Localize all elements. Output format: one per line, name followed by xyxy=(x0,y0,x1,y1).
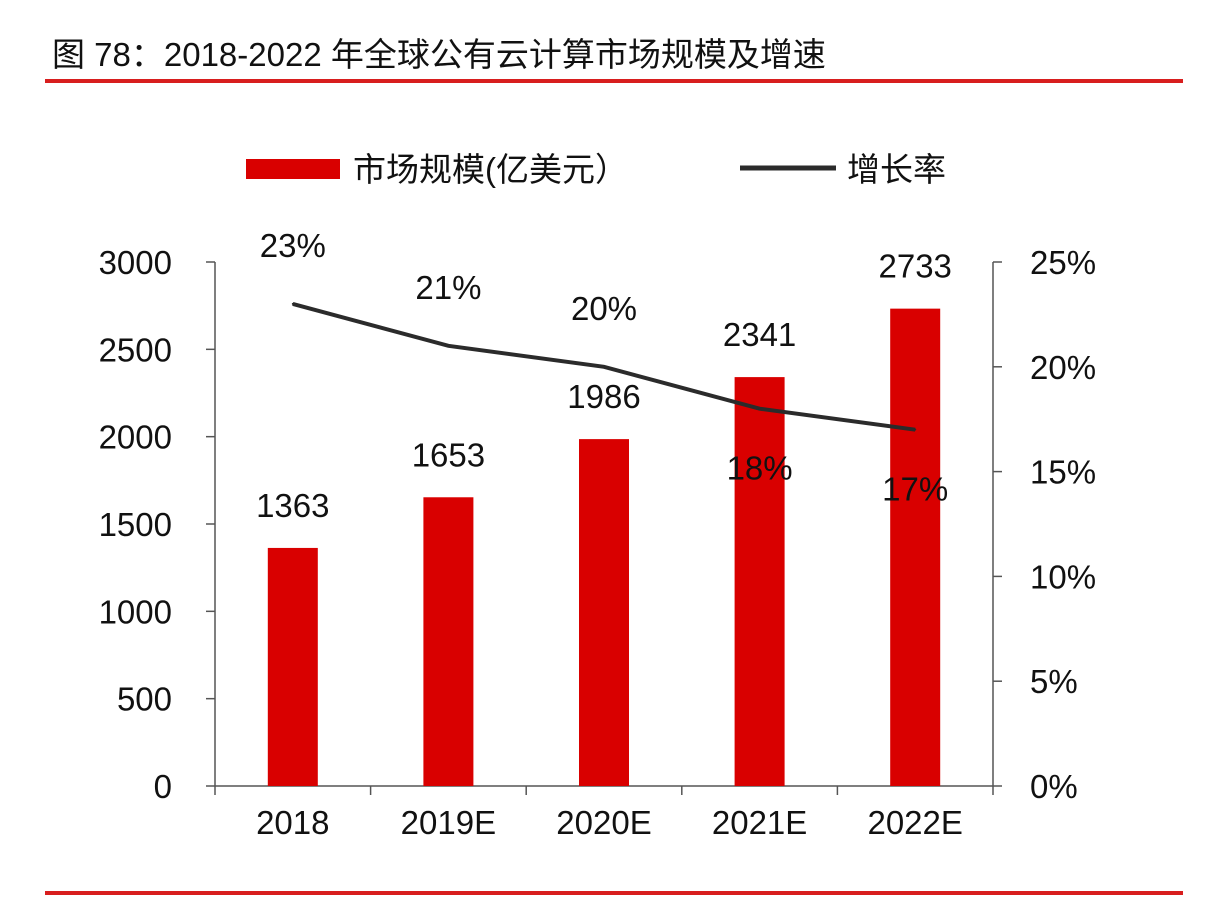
legend-bar-swatch xyxy=(246,159,340,179)
growth-point-2021E xyxy=(758,407,761,410)
bar-2022E xyxy=(890,308,941,786)
x-tick-label: 2022E xyxy=(867,804,962,841)
left-tick-label: 1000 xyxy=(99,593,172,630)
right-tick-label: 20% xyxy=(1030,349,1096,386)
growth-rate-label: 18% xyxy=(727,450,793,487)
legend-bar-label: 市场规模(亿美元） xyxy=(353,151,628,188)
bar-2019E xyxy=(423,497,474,786)
bar-2021E xyxy=(734,377,785,786)
growth-rate-label: 23% xyxy=(260,227,326,264)
growth-point-2018 xyxy=(291,302,294,305)
growth-point-2019E xyxy=(447,344,450,347)
growth-point-2020E xyxy=(603,365,605,368)
left-tick-label: 0 xyxy=(154,768,172,805)
right-tick-label: 5% xyxy=(1030,663,1078,700)
bar-value-label: 1363 xyxy=(256,487,329,524)
x-tick-label: 2021E xyxy=(712,804,807,841)
growth-point-2022E xyxy=(914,428,917,431)
x-tick-label: 2018 xyxy=(256,804,329,841)
left-tick-label: 3000 xyxy=(99,244,172,281)
bar-value-label: 2341 xyxy=(723,316,796,353)
left-tick-label: 1500 xyxy=(99,506,172,543)
right-tick-label: 25% xyxy=(1030,244,1096,281)
title-divider xyxy=(45,79,1183,83)
bar-2020E xyxy=(579,439,629,786)
bar-2018 xyxy=(267,547,318,786)
growth-rate-label: 21% xyxy=(415,269,481,306)
chart-title: 图 78：2018-2022 年全球公有云计算市场规模及增速 xyxy=(52,36,826,73)
legend-line-label: 增长率 xyxy=(847,151,946,188)
growth-rate-label: 20% xyxy=(571,290,637,327)
left-tick-label: 500 xyxy=(117,681,172,718)
growth-rate-label: 17% xyxy=(882,471,948,508)
bar-value-label: 2733 xyxy=(878,248,951,285)
bottom-divider xyxy=(45,891,1183,895)
bar-value-label: 1986 xyxy=(567,378,640,415)
x-tick-label: 2019E xyxy=(401,804,496,841)
right-tick-label: 0% xyxy=(1030,768,1078,805)
left-tick-label: 2500 xyxy=(99,331,172,368)
right-tick-label: 15% xyxy=(1030,454,1096,491)
left-tick-label: 2000 xyxy=(99,419,172,456)
right-tick-label: 10% xyxy=(1030,558,1096,595)
x-tick-label: 2020E xyxy=(556,804,651,841)
bar-value-label: 1653 xyxy=(412,436,485,473)
